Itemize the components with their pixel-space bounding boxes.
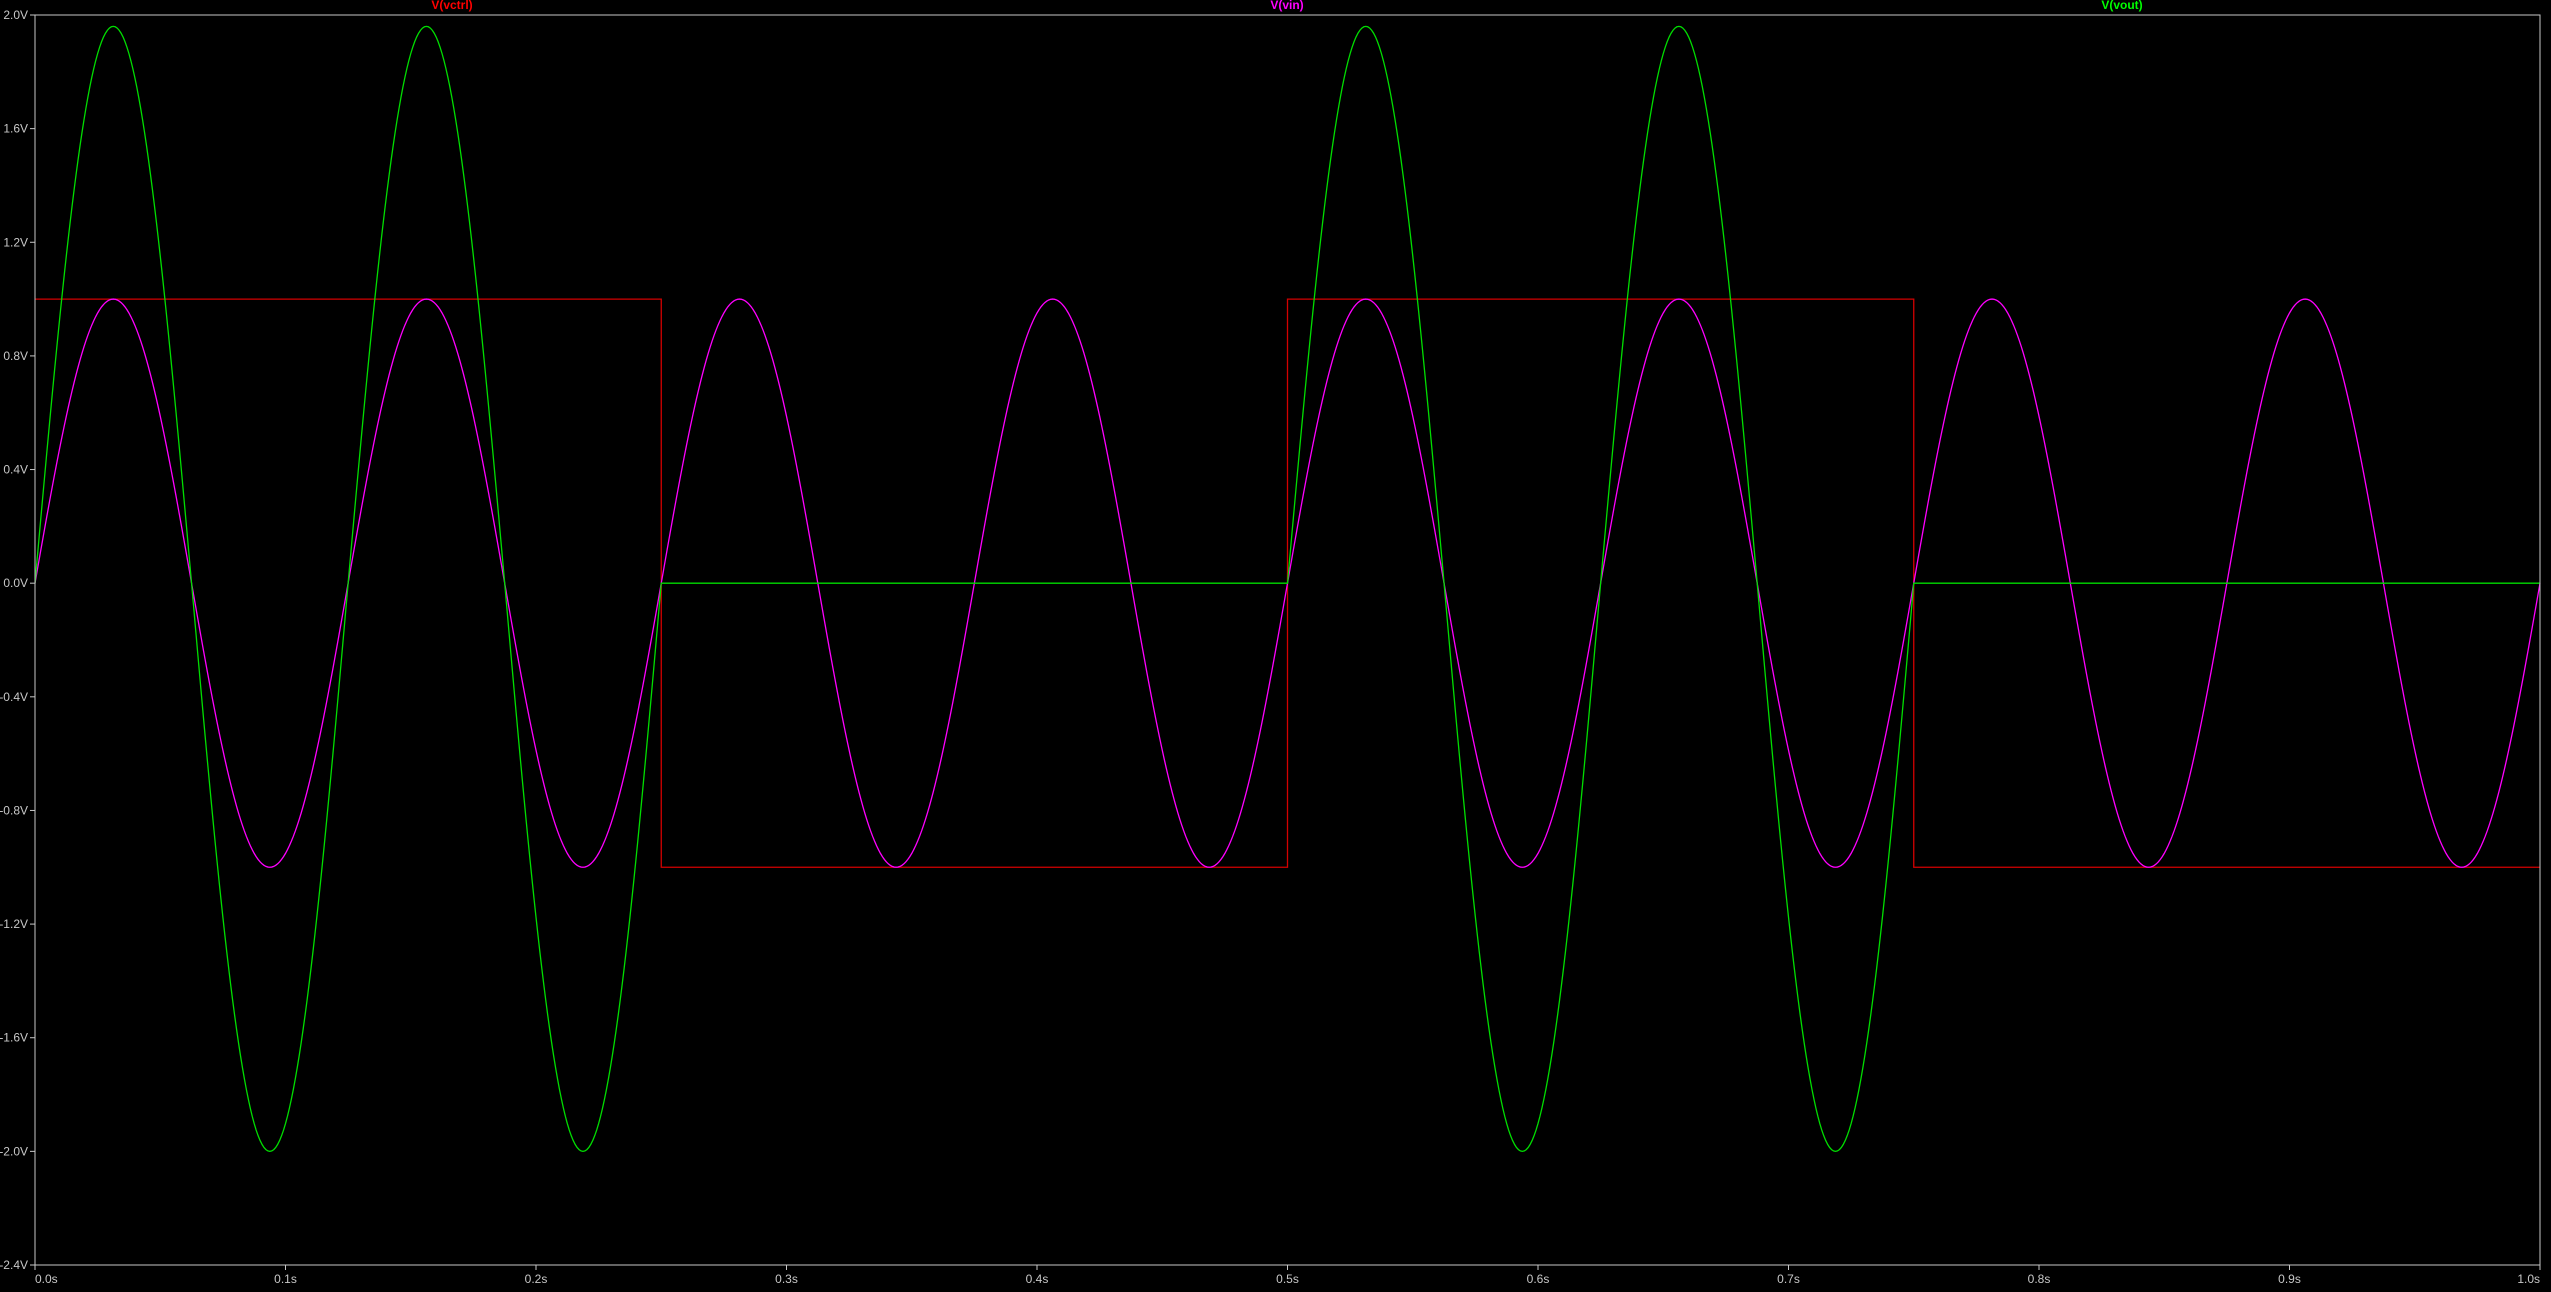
legend-item[interactable]: V(vctrl) — [431, 0, 472, 12]
y-tick-label: 0.8V — [3, 349, 28, 363]
x-tick-label: 0.3s — [775, 1272, 798, 1286]
y-tick-label: 1.2V — [3, 235, 28, 249]
x-tick-label: 0.7s — [1777, 1272, 1800, 1286]
x-tick-label: 0.6s — [1527, 1272, 1550, 1286]
x-tick-label: 1.0s — [2517, 1272, 2540, 1286]
y-tick-label: -2.4V — [0, 1258, 28, 1272]
x-tick-label: 0.2s — [525, 1272, 548, 1286]
x-tick-label: 0.5s — [1276, 1272, 1299, 1286]
y-tick-label: -0.4V — [0, 690, 28, 704]
y-tick-label: -2.0V — [0, 1144, 28, 1158]
y-tick-label: 0.0V — [3, 576, 28, 590]
traces — [34, 25, 2541, 1153]
series-line[interactable] — [34, 25, 2540, 1153]
legend-item[interactable]: V(vout) — [2101, 0, 2142, 12]
y-tick-label: 1.6V — [3, 122, 28, 136]
legend: V(vctrl) V(vin) V(vout) — [431, 0, 2142, 12]
x-tick-label: 0.1s — [274, 1272, 297, 1286]
x-tick-label: 0.0s — [35, 1272, 58, 1286]
plot-frame — [34, 14, 2541, 1266]
y-tick-label: -1.2V — [0, 917, 28, 931]
x-tick-label: 0.4s — [1026, 1272, 1049, 1286]
x-tick-label: 0.8s — [2028, 1272, 2051, 1286]
y-tick-label: 2.0V — [3, 8, 28, 22]
y-tick-label: -0.8V — [0, 803, 28, 817]
axes: 2.0V 1.6V 1.2V 0.8V 0.4V 0.0V -0.4V -0.8V -1.2V -… — [0, 8, 2541, 1286]
legend-item[interactable]: V(vin) — [1270, 0, 1303, 12]
y-tick-label: -1.6V — [0, 1031, 28, 1045]
y-tick-label: 0.4V — [3, 463, 28, 477]
x-tick-label: 0.9s — [2278, 1272, 2301, 1286]
